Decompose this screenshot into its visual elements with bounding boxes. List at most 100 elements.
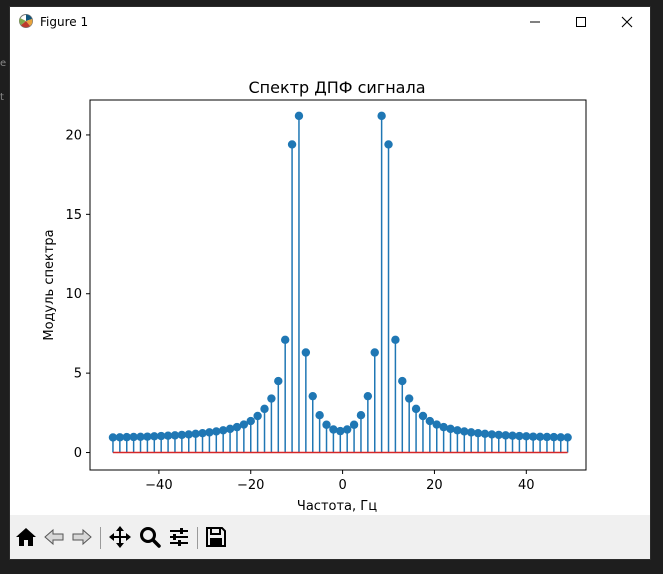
stem-marker	[122, 432, 131, 442]
stem-marker	[411, 404, 421, 414]
stem-marker	[425, 416, 435, 426]
stem-marker	[404, 394, 414, 403]
stem-marker	[260, 404, 269, 414]
configure-subplots-button[interactable]	[165, 523, 193, 551]
y-tick-label: 15	[65, 208, 82, 223]
minimize-button[interactable]	[512, 7, 558, 37]
stem-marker	[432, 420, 441, 429]
stem-marker	[198, 428, 207, 438]
stem-marker	[473, 428, 483, 438]
stem-marker	[322, 420, 331, 429]
stem-marker	[232, 422, 242, 432]
stem-marker	[150, 432, 159, 441]
stem-marker	[205, 428, 214, 437]
stem-marker	[460, 427, 469, 436]
stem-marker	[439, 422, 448, 432]
stem-marker	[218, 426, 228, 435]
stem-marker	[253, 411, 262, 421]
stem-marker	[398, 376, 407, 386]
stem-marker	[466, 428, 476, 437]
maximize-button[interactable]	[558, 7, 604, 37]
stem-marker	[170, 431, 180, 440]
home-icon	[16, 528, 36, 546]
stem-marker	[480, 429, 490, 438]
stem-marker	[225, 424, 235, 434]
x-tick-label: 20	[426, 478, 443, 493]
zoom-icon	[140, 527, 161, 548]
navigation-toolbar	[10, 515, 650, 559]
stem-marker	[515, 431, 524, 441]
stem-marker	[246, 416, 255, 426]
stem-marker	[294, 111, 304, 121]
x-tick-label: 40	[518, 478, 535, 493]
stem-marker	[370, 348, 379, 357]
figure-canvas[interactable]: Спектр ДПФ сигнала −40 −20 0 20 40 0 5 10 15 20 …	[10, 37, 650, 515]
x-tick-label: −40	[145, 478, 172, 493]
back-arrow-icon	[44, 528, 64, 546]
stem-marker	[356, 411, 366, 420]
stem-marker	[487, 430, 497, 439]
background-editor-text: e	[0, 58, 7, 69]
back-button[interactable]	[40, 523, 68, 551]
pan-icon	[109, 526, 131, 548]
y-tick-label: 10	[65, 287, 82, 302]
stem-marker	[267, 394, 276, 403]
home-button[interactable]	[12, 523, 40, 551]
stem-marker	[418, 411, 428, 421]
stem-marker	[501, 431, 510, 440]
save-icon	[206, 527, 226, 547]
stem-marker	[136, 432, 145, 442]
stem-marker	[549, 432, 559, 442]
stem-marker	[301, 348, 311, 357]
stem-marker	[349, 420, 359, 429]
forward-arrow-icon	[72, 528, 92, 546]
toolbar-separator	[100, 527, 101, 549]
pan-button[interactable]	[106, 523, 134, 551]
chart-title: Спектр ДПФ сигнала	[249, 78, 426, 97]
stem-marker	[391, 335, 400, 344]
x-tick-label: 0	[338, 478, 346, 493]
stem-marker	[363, 391, 373, 401]
stem-marker	[522, 432, 531, 441]
stem-marker	[336, 426, 345, 436]
stem-marker	[156, 431, 166, 441]
maximize-icon	[576, 17, 586, 27]
configure-subplots-icon	[170, 528, 188, 546]
window-title: Figure 1	[40, 15, 89, 29]
stem-marker	[508, 431, 517, 440]
forward-button[interactable]	[68, 523, 96, 551]
stem-marker	[329, 425, 338, 434]
matplotlib-app-icon	[18, 13, 34, 29]
stem-marker	[315, 411, 324, 420]
toolbar-separator	[197, 527, 198, 549]
stem-marker	[528, 432, 538, 441]
stem-marker	[143, 432, 152, 441]
close-icon	[621, 16, 633, 28]
stem-marker	[308, 391, 317, 401]
stem-marker	[377, 111, 386, 121]
axes-frame	[89, 99, 587, 471]
stem-marker	[384, 140, 393, 149]
stem-marker	[129, 432, 138, 442]
stem-marker	[563, 433, 572, 442]
stem-marker	[191, 429, 200, 438]
stem-marker	[239, 420, 249, 429]
stem-marker	[108, 433, 118, 442]
stem-marker	[542, 432, 552, 442]
stem-marker	[184, 430, 193, 439]
x-tick-label: −20	[237, 478, 264, 493]
minimize-icon	[530, 21, 540, 23]
title-bar[interactable]: Figure 1	[10, 7, 650, 37]
zoom-button[interactable]	[136, 523, 164, 551]
y-tick-label: 0	[74, 446, 82, 461]
stem-marker	[177, 430, 187, 440]
background-editor-text: t	[0, 92, 4, 103]
stem-plot[interactable]: Спектр ДПФ сигнала −40 −20 0 20 40 05101520 …	[10, 37, 650, 515]
stem-marker	[212, 427, 221, 436]
stem-marker	[535, 432, 545, 442]
figure-window: Figure 1 Спектр ДПФ сигнала −40 −20 0 20 40 …	[10, 7, 650, 559]
save-button[interactable]	[202, 523, 230, 551]
stem-marker	[287, 140, 297, 149]
close-button[interactable]	[604, 7, 650, 37]
y-axis-label: Модуль спектра	[42, 229, 57, 340]
